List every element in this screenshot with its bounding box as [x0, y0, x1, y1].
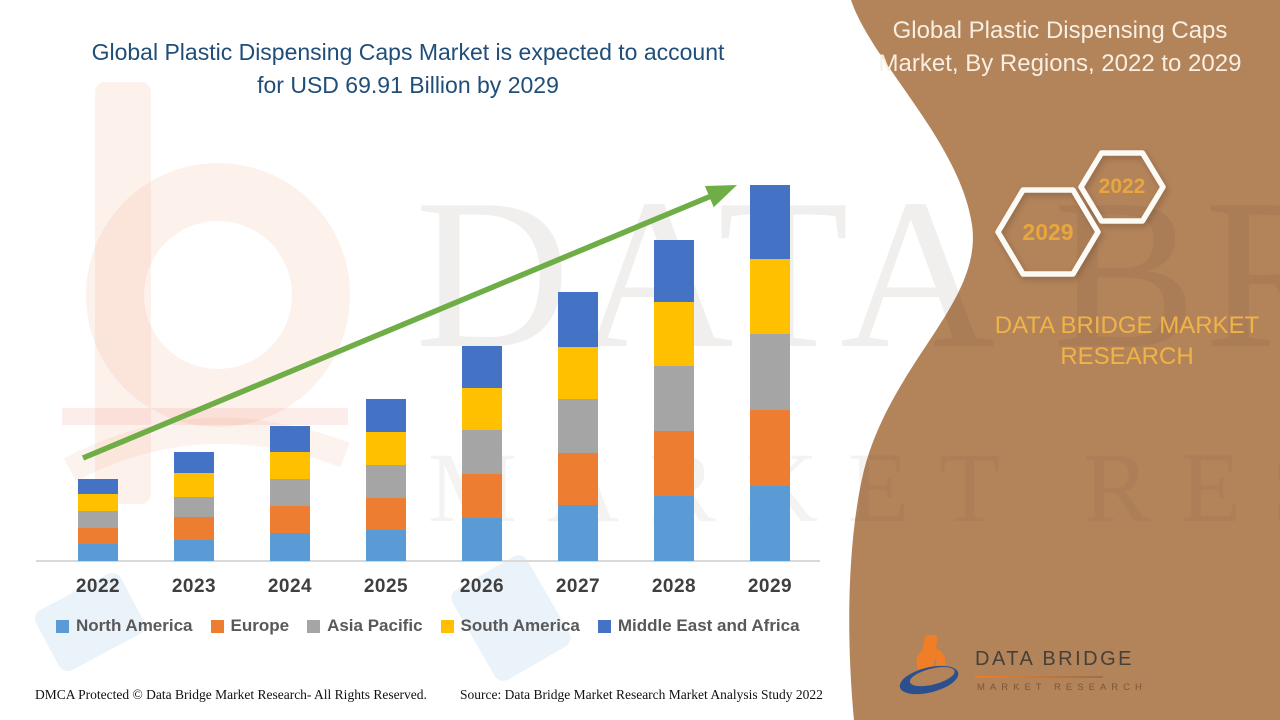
- chart-title-line2: for USD 69.91 Billion by 2029: [257, 72, 559, 98]
- legend-label: Europe: [230, 616, 290, 635]
- legend-swatch: [307, 619, 321, 633]
- footer-source-text: Source: Data Bridge Market Research Mark…: [460, 687, 823, 702]
- legend-label: South America: [460, 616, 580, 635]
- x-axis-label-2024: 2024: [267, 576, 313, 597]
- bar-segment-2026-south-america: [462, 388, 502, 430]
- x-axis-label-2028: 2028: [651, 576, 697, 597]
- logo-underline: [975, 676, 1103, 678]
- legend-swatch: [210, 619, 224, 633]
- bar-segment-2024-middle-east-and-africa: [270, 425, 310, 452]
- x-axis-label-2023: 2023: [171, 576, 217, 597]
- side-panel-heading-line2: Market, By Regions, 2022 to 2029: [878, 50, 1242, 77]
- bar-segment-2022-middle-east-and-africa: [78, 479, 118, 494]
- bar-segment-2028-north-america: [654, 495, 694, 561]
- legend-item-north-america: North America: [56, 616, 193, 636]
- x-axis-label-2022: 2022: [75, 576, 121, 597]
- bar-segment-2027-asia-pacific: [558, 399, 598, 454]
- bar-segment-2029-south-america: [750, 258, 790, 335]
- bar-segment-2022-south-america: [78, 493, 118, 511]
- bar-segment-2025-middle-east-and-africa: [366, 398, 406, 433]
- legend-item-asia-pacific: Asia Pacific: [307, 616, 423, 636]
- bar-segment-2029-asia-pacific: [750, 334, 790, 410]
- bar-segment-2024-europe: [270, 505, 310, 533]
- logo-subtitle-text: MARKET RESEARCH: [977, 682, 1147, 693]
- bar-segment-2023-middle-east-and-africa: [174, 451, 214, 474]
- bar-segment-2028-south-america: [654, 302, 694, 366]
- chart-title-line1: Global Plastic Dispensing Caps Market is…: [91, 39, 725, 65]
- bar-segment-2022-asia-pacific: [78, 510, 118, 529]
- chart-legend: North America Europe Asia Pacific South Ame…: [56, 616, 800, 636]
- badge-year-2029: 2029: [1022, 219, 1074, 245]
- hexagon-2029: [995, 187, 1101, 277]
- x-axis-label-2026: 2026: [459, 576, 505, 597]
- bar-segment-2026-north-america: [462, 518, 502, 561]
- bar-segment-2025-asia-pacific: [366, 465, 406, 498]
- legend-swatch: [56, 619, 69, 633]
- legend-label: Middle East and Africa: [617, 616, 800, 635]
- bar-segment-2029-north-america: [750, 485, 790, 561]
- bar-segment-2024-north-america: [270, 532, 310, 561]
- x-axis-label-2025: 2025: [363, 576, 409, 597]
- legend-item-middle-east-and-africa: Middle East and Africa: [597, 616, 800, 636]
- logo-title-text: DATA BRIDGE: [975, 648, 1135, 670]
- bar-segment-2027-north-america: [558, 505, 598, 561]
- bar-segment-2028-middle-east-and-africa: [654, 239, 694, 303]
- legend-item-europe: Europe: [210, 616, 290, 636]
- bar-segment-2022-north-america: [78, 544, 118, 561]
- bar-segment-2023-south-america: [174, 473, 214, 497]
- x-axis-line: [36, 560, 820, 562]
- bar-segment-2029-europe: [750, 409, 790, 486]
- data-bridge-logo-icon: [899, 635, 959, 695]
- x-axis-label-2027: 2027: [555, 576, 601, 597]
- bar-segment-2025-south-america: [366, 432, 406, 466]
- bar-segment-2024-south-america: [270, 451, 310, 479]
- bar-segment-2023-europe: [174, 517, 214, 541]
- bar-segment-2029-middle-east-and-africa: [750, 184, 790, 259]
- bar-segment-2025-north-america: [366, 529, 406, 561]
- bar-segment-2027-south-america: [558, 346, 598, 399]
- side-panel-heading: Global Plastic Dispensing Caps Market, B…: [860, 14, 1260, 80]
- bar-segment-2022-europe: [78, 528, 118, 545]
- chart-title: Global Plastic Dispensing Caps Market is…: [55, 36, 761, 102]
- bar-segment-2025-europe: [366, 498, 406, 530]
- bar-segment-2026-middle-east-and-africa: [462, 345, 502, 389]
- bar-segment-2023-asia-pacific: [174, 496, 214, 517]
- bar-segment-2024-asia-pacific: [270, 478, 310, 506]
- side-panel-heading-line1: Global Plastic Dispensing Caps: [892, 17, 1228, 44]
- legend-label: Asia Pacific: [327, 616, 423, 635]
- legend-label: North America: [76, 616, 193, 635]
- footer-dmca-text: DMCA Protected © Data Bridge Market Rese…: [35, 687, 427, 702]
- bar-segment-2027-middle-east-and-africa: [558, 292, 598, 347]
- bar-segment-2028-europe: [654, 431, 694, 496]
- bar-segment-2027-europe: [558, 453, 598, 505]
- bar-segment-2028-asia-pacific: [654, 365, 694, 432]
- legend-swatch: [597, 619, 611, 633]
- legend-swatch: [440, 619, 454, 633]
- legend-item-south-america: South America: [440, 616, 580, 636]
- badge-year-2022: 2022: [1098, 175, 1146, 198]
- x-axis-label-2029: 2029: [747, 576, 793, 597]
- bar-segment-2026-europe: [462, 474, 502, 519]
- bar-segment-2023-north-america: [174, 540, 214, 561]
- bar-segment-2026-asia-pacific: [462, 429, 502, 475]
- hexagon-2022: [1078, 150, 1166, 224]
- brand-name-text: DATA BRIDGE MARKET RESEARCH: [994, 312, 1260, 370]
